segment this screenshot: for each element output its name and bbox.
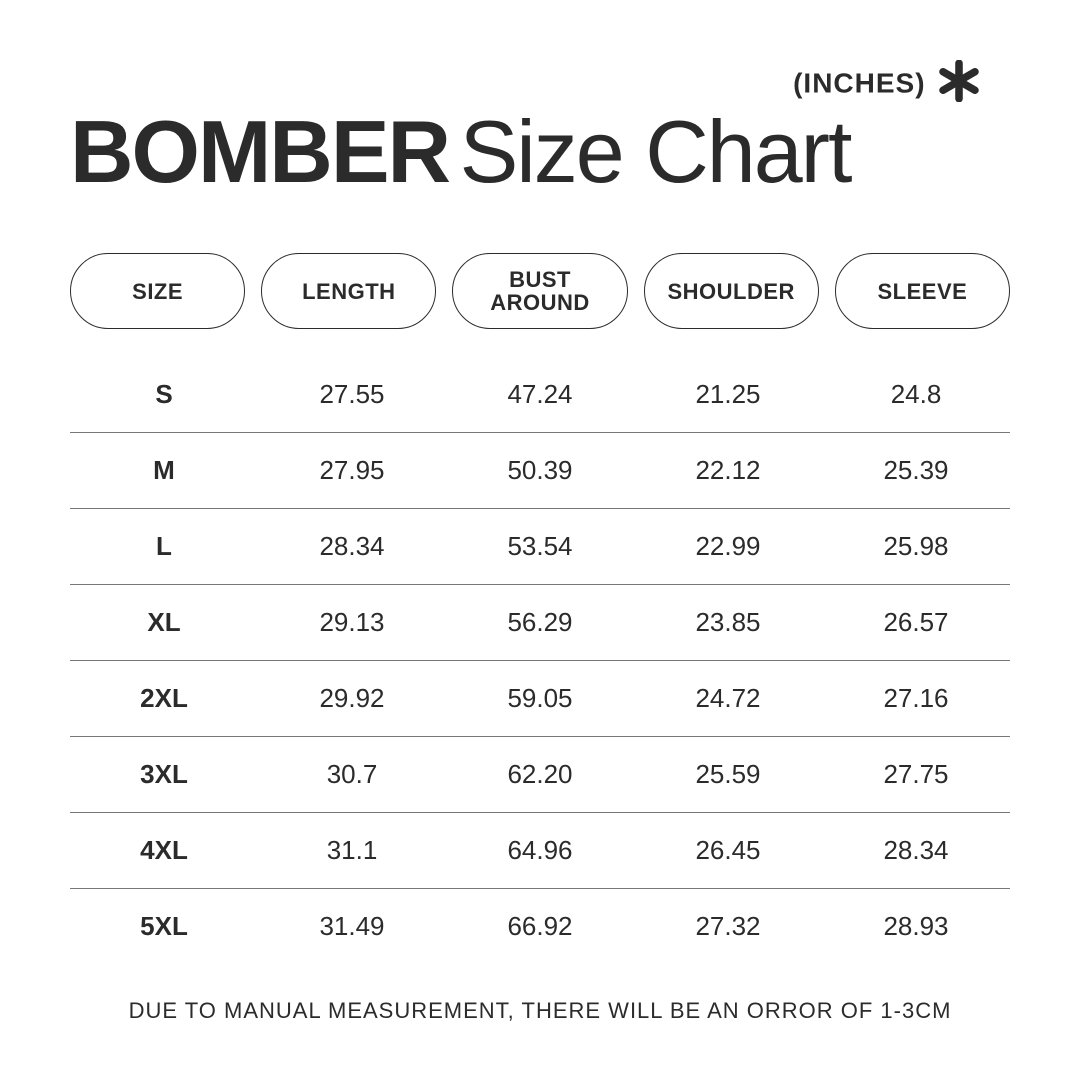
cell-value: 27.16 [822,683,1010,714]
cell-value: 27.75 [822,759,1010,790]
table-row: XL29.1356.2923.8526.57 [70,585,1010,661]
table-row: 2XL29.9259.0524.7227.16 [70,661,1010,737]
cell-value: 59.05 [446,683,634,714]
cell-value: 62.20 [446,759,634,790]
table-row: 4XL31.164.9626.4528.34 [70,813,1010,889]
cell-value: 64.96 [446,835,634,866]
cell-value: 24.72 [634,683,822,714]
cell-value: 31.49 [258,911,446,942]
footnote: DUE TO MANUAL MEASUREMENT, THERE WILL BE… [70,998,1010,1024]
title-light: Size Chart [460,102,851,201]
cell-value: 31.1 [258,835,446,866]
asterisk-icon [938,60,980,107]
table-row: 5XL31.4966.9227.3228.93 [70,889,1010,964]
table-row: L28.3453.5422.9925.98 [70,509,1010,585]
table-header-bust-around: BUST AROUND [452,253,627,329]
cell-value: 25.98 [822,531,1010,562]
cell-value: 23.85 [634,607,822,638]
cell-size: L [70,531,258,562]
cell-value: 28.93 [822,911,1010,942]
table-header-length: LENGTH [261,253,436,329]
unit-label: (INCHES) [793,68,925,99]
table-header-shoulder: SHOULDER [644,253,819,329]
cell-value: 29.13 [258,607,446,638]
cell-size: 5XL [70,911,258,942]
cell-value: 27.55 [258,379,446,410]
cell-value: 21.25 [634,379,822,410]
cell-size: XL [70,607,258,638]
cell-value: 29.92 [258,683,446,714]
table-row: S27.5547.2421.2524.8 [70,357,1010,433]
title-bold: BOMBER [70,102,449,201]
table-row: M27.9550.3922.1225.39 [70,433,1010,509]
cell-value: 53.54 [446,531,634,562]
cell-size: S [70,379,258,410]
cell-value: 25.39 [822,455,1010,486]
cell-value: 22.99 [634,531,822,562]
table-row: 3XL30.762.2025.5927.75 [70,737,1010,813]
cell-value: 26.57 [822,607,1010,638]
cell-size: 3XL [70,759,258,790]
cell-value: 27.32 [634,911,822,942]
cell-size: 4XL [70,835,258,866]
table-header-size: SIZE [70,253,245,329]
cell-value: 25.59 [634,759,822,790]
unit-row: (INCHES) [70,60,1010,107]
cell-value: 28.34 [822,835,1010,866]
page-title: BOMBER Size Chart [70,101,1010,203]
size-chart-page: (INCHES) BOMBER Size Chart SIZE LENGTH B… [0,0,1080,1080]
cell-value: 28.34 [258,531,446,562]
cell-value: 66.92 [446,911,634,942]
cell-value: 50.39 [446,455,634,486]
cell-value: 22.12 [634,455,822,486]
cell-value: 27.95 [258,455,446,486]
table-header-sleeve: SLEEVE [835,253,1010,329]
cell-size: 2XL [70,683,258,714]
cell-value: 26.45 [634,835,822,866]
table-header-row: SIZE LENGTH BUST AROUND SHOULDER SLEEVE [70,253,1010,329]
cell-value: 30.7 [258,759,446,790]
cell-size: M [70,455,258,486]
cell-value: 47.24 [446,379,634,410]
cell-value: 56.29 [446,607,634,638]
cell-value: 24.8 [822,379,1010,410]
size-table: S27.5547.2421.2524.8M27.9550.3922.1225.3… [70,357,1010,964]
